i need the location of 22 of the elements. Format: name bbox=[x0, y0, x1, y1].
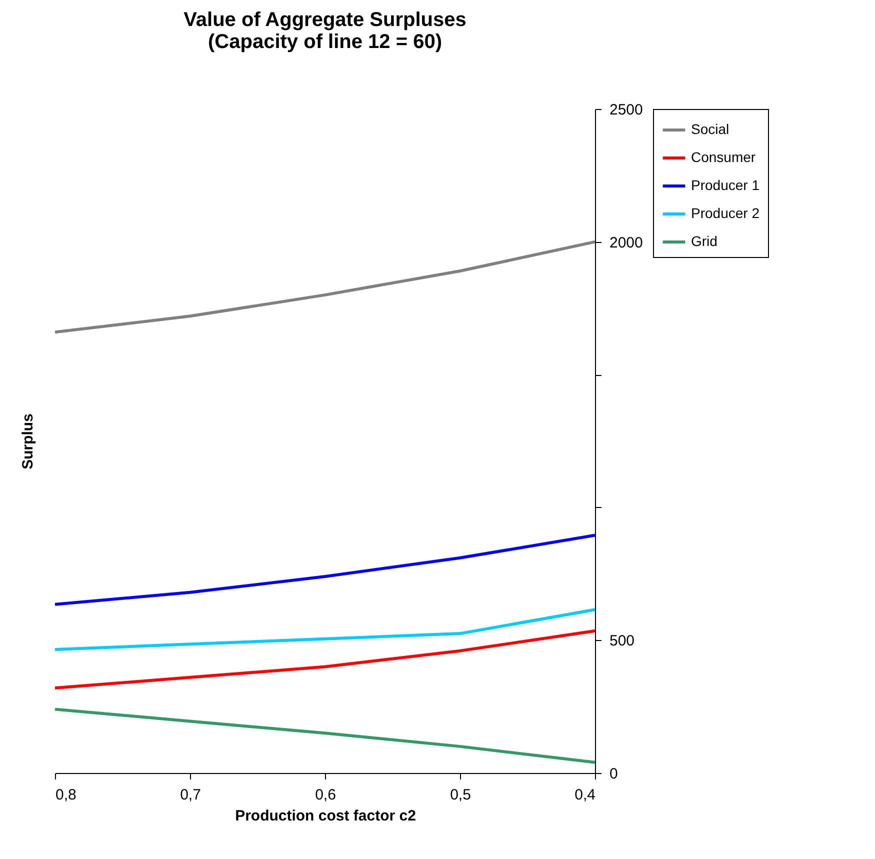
legend-label: Grid bbox=[691, 233, 718, 249]
x-tick-label: 0,5 bbox=[450, 786, 471, 804]
legend-label: Social bbox=[691, 121, 730, 137]
chart-title: Value of Aggregate Surpluses (Capacity of line 12 = 60) bbox=[184, 9, 466, 53]
y-tick-label: 0 bbox=[610, 766, 618, 782]
line-series bbox=[54, 608, 596, 651]
x-tick-label: 0,8 bbox=[56, 786, 76, 804]
x-tick-label: 0,6 bbox=[315, 786, 336, 804]
legend-label: Producer 2 bbox=[691, 205, 760, 221]
x-tick-label: 0,4 bbox=[574, 786, 596, 804]
line-series bbox=[54, 534, 596, 606]
line-series bbox=[54, 629, 596, 690]
y-tick-label: 2500 bbox=[610, 102, 643, 118]
line-series bbox=[54, 240, 596, 334]
y-tick-label: 2000 bbox=[610, 234, 643, 252]
x-axis-title: Production cost factor c2 bbox=[235, 808, 416, 824]
legend-label: Consumer bbox=[691, 149, 756, 165]
y-axis-title: Surplus bbox=[20, 414, 36, 470]
x-tick-label: 0,7 bbox=[180, 786, 201, 804]
legend-label: Producer 1 bbox=[691, 177, 760, 193]
line-series bbox=[54, 708, 596, 764]
y-tick-label: 500 bbox=[610, 632, 635, 650]
